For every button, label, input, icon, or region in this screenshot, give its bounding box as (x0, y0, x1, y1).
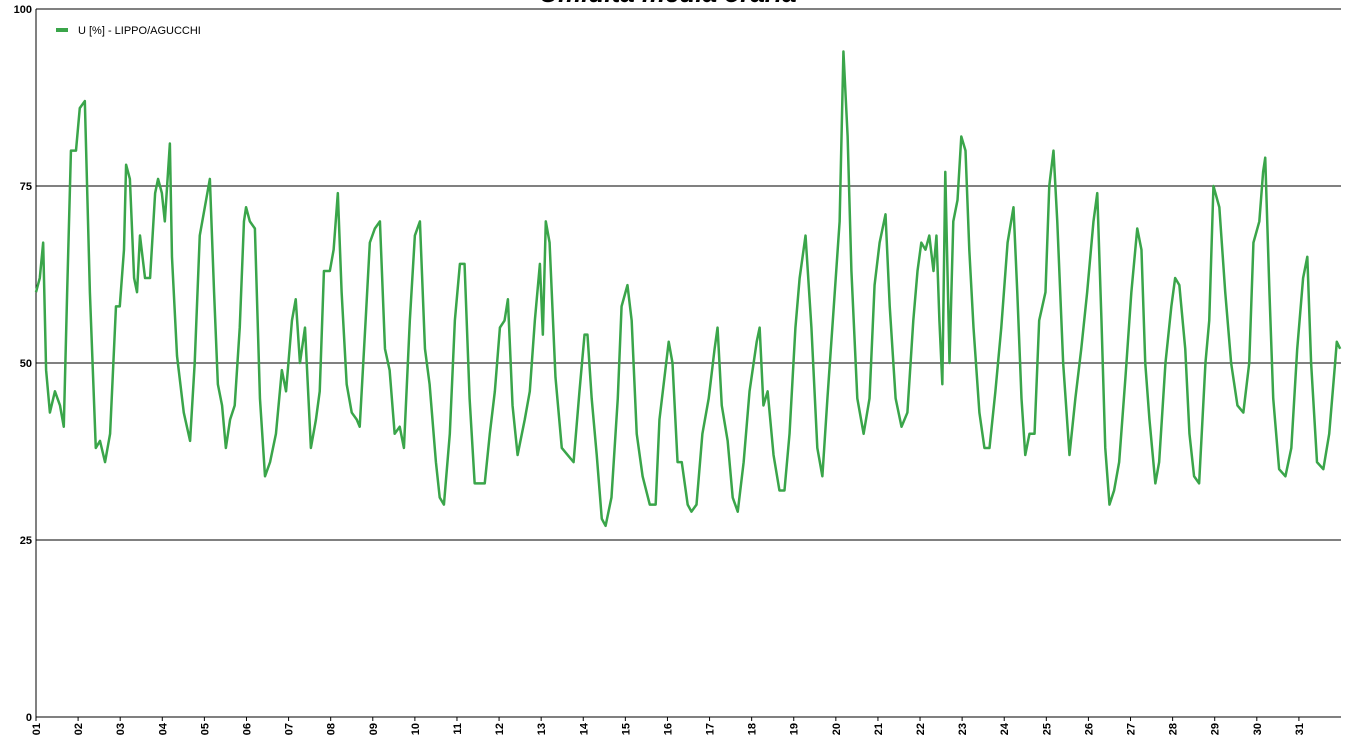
x-tick-label: 12 (494, 723, 506, 735)
x-tick-label: 14 (578, 722, 590, 735)
x-tick-label: 05 (199, 723, 211, 735)
legend-swatch (56, 28, 68, 32)
x-tick-label: 17 (705, 723, 717, 735)
y-tick-label: 25 (20, 535, 32, 547)
x-tick-label: 26 (1083, 723, 1095, 735)
x-tick-label: 31 (1294, 723, 1306, 735)
x-tick-label: 24 (999, 722, 1011, 735)
x-tick-label: 04 (157, 722, 169, 735)
x-tick-label: 13 (536, 723, 548, 735)
x-tick-label: 29 (1210, 723, 1222, 735)
x-tick-label: 06 (241, 723, 253, 735)
y-tick-label: 75 (20, 181, 32, 193)
x-tick-label: 25 (1041, 723, 1053, 735)
x-tick-label: 11 (452, 723, 464, 735)
x-tick-label: 07 (284, 723, 296, 735)
x-tick-label: 18 (747, 723, 759, 735)
x-tick-label: 03 (115, 723, 127, 735)
x-tick-label: 22 (915, 723, 927, 735)
x-tick-label: 23 (957, 723, 969, 735)
legend-label: U [%] - LIPPO/AGUCCHI (78, 25, 201, 37)
x-tick-label: 02 (73, 723, 85, 735)
x-tick-label: 20 (831, 723, 843, 735)
y-tick-label: 0 (26, 712, 32, 724)
x-tick-label: 21 (873, 723, 885, 735)
line-series (34, 50, 1342, 528)
x-tick-label: 28 (1168, 723, 1180, 735)
x-tick-label: 19 (789, 723, 801, 735)
x-tick-label: 16 (662, 723, 674, 735)
x-tick-label: 10 (410, 723, 422, 735)
x-tick-label: 27 (1126, 723, 1138, 735)
chart-title: Umidità media oraria (539, 0, 796, 8)
x-tick-label: 01 (31, 723, 43, 735)
y-tick-label: 50 (20, 358, 32, 370)
x-tick-label: 15 (620, 723, 632, 735)
x-tick-label: 30 (1252, 723, 1264, 735)
x-tick-label: 08 (326, 723, 338, 735)
x-tick-label: 09 (368, 723, 380, 735)
y-tick-label: 100 (14, 4, 32, 16)
